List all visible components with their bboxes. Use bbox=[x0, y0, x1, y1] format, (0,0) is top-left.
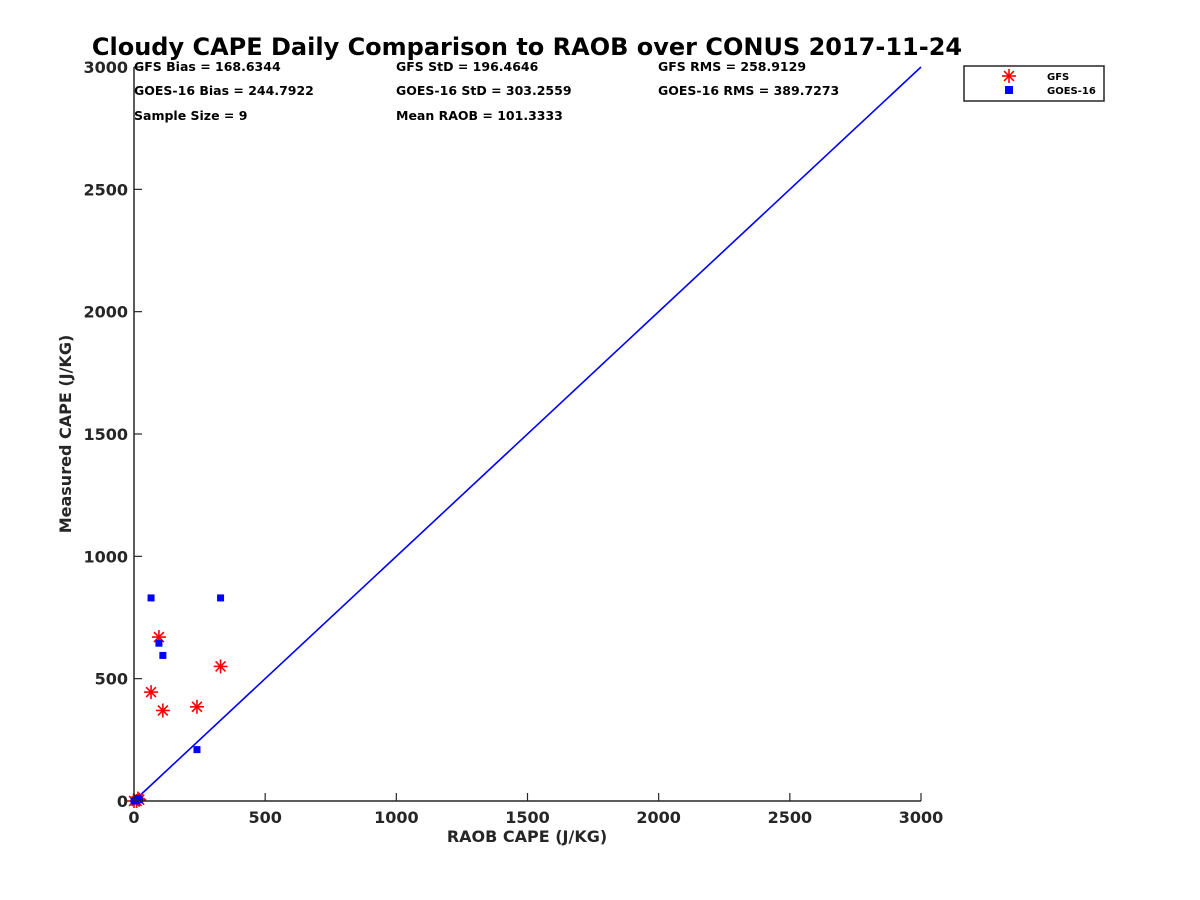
goes16-point-5 bbox=[159, 651, 167, 659]
y-tick-label: 1500 bbox=[83, 425, 128, 444]
legend-gfs-marker bbox=[1002, 69, 1016, 83]
legend: GFS GOES-16 bbox=[963, 65, 1105, 102]
x-ticks: 0 500 1000 1500 2000 2500 3000 bbox=[128, 793, 943, 827]
legend-gfs-asterisk-stroke bbox=[1003, 70, 1015, 82]
x-tick-label: 500 bbox=[248, 808, 281, 827]
x-axis-label: RAOB CAPE (J/KG) bbox=[447, 827, 607, 846]
x-tick-label: 1500 bbox=[505, 808, 550, 827]
legend-goes16-marker bbox=[1005, 86, 1013, 94]
y-ticks: 0 500 1000 1500 2000 2500 3000 bbox=[83, 58, 142, 811]
one-to-one-line bbox=[133, 66, 922, 802]
gfs-point-6 bbox=[189, 699, 204, 714]
stat-mean-raob: Mean RAOB = 101.3333 bbox=[396, 108, 563, 123]
y-tick-label: 0 bbox=[117, 792, 128, 811]
data-points-layer bbox=[127, 594, 228, 808]
legend-goes16-label: GOES-16 bbox=[1047, 86, 1096, 97]
legend-gfs-asterisk bbox=[1002, 69, 1016, 83]
chart-title: Cloudy CAPE Daily Comparison to RAOB ove… bbox=[92, 33, 962, 61]
gfs-point-7 bbox=[213, 659, 228, 674]
goes16-point-3 bbox=[147, 594, 155, 602]
y-tick-label: 2500 bbox=[83, 180, 128, 199]
goes16-point-6 bbox=[193, 746, 201, 754]
y-tick-label: 2000 bbox=[83, 303, 128, 322]
goes16-point-8 bbox=[134, 795, 142, 803]
y-tick-label: 1000 bbox=[83, 547, 128, 566]
gfs-point-5-stroke bbox=[157, 704, 169, 716]
gfs-point-3-stroke bbox=[145, 686, 157, 698]
gfs-point-7-stroke bbox=[215, 660, 227, 672]
stat-sample-size: Sample Size = 9 bbox=[134, 108, 247, 123]
y-tick-label: 3000 bbox=[83, 58, 128, 77]
gfs-point-6-stroke bbox=[191, 701, 203, 713]
gfs-point-3 bbox=[144, 685, 159, 700]
reference-line-layer bbox=[133, 66, 922, 802]
stat-gfs-bias: GFS Bias = 168.6344 bbox=[134, 59, 281, 74]
y-tick-label: 500 bbox=[95, 670, 128, 689]
gfs-point-5 bbox=[155, 703, 170, 718]
x-tick-label: 1000 bbox=[374, 808, 419, 827]
legend-gfs-label: GFS bbox=[1047, 72, 1069, 83]
legend-box bbox=[963, 65, 1105, 102]
x-tick-label: 0 bbox=[128, 808, 139, 827]
y-axis-label: Measured CAPE (J/KG) bbox=[56, 335, 75, 534]
x-tick-label: 2500 bbox=[768, 808, 813, 827]
stat-goes-rms: GOES-16 RMS = 389.7273 bbox=[658, 83, 839, 98]
stat-goes-bias: GOES-16 Bias = 244.7922 bbox=[134, 83, 314, 98]
goes16-point-4 bbox=[155, 639, 163, 647]
goes16-point-7 bbox=[217, 594, 225, 602]
stat-goes-std: GOES-16 StD = 303.2559 bbox=[396, 83, 572, 98]
x-tick-label: 2000 bbox=[636, 808, 681, 827]
stat-gfs-rms: GFS RMS = 258.9129 bbox=[658, 59, 806, 74]
x-tick-label: 3000 bbox=[899, 808, 944, 827]
stat-gfs-std: GFS StD = 196.4646 bbox=[396, 59, 539, 74]
